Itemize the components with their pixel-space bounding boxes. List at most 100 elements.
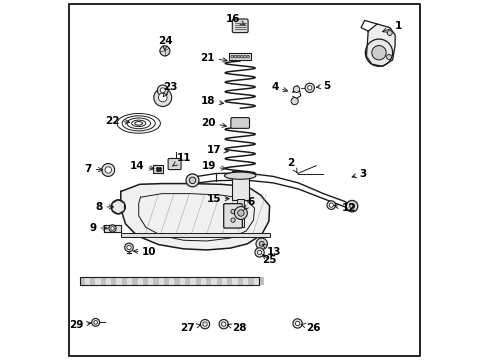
Text: 14: 14 (130, 161, 154, 171)
Bar (195, 277, 201, 285)
Bar (232, 277, 238, 285)
Circle shape (111, 200, 125, 214)
Circle shape (160, 88, 165, 93)
Circle shape (328, 203, 333, 207)
FancyBboxPatch shape (168, 158, 181, 170)
Bar (95, 277, 101, 285)
FancyBboxPatch shape (228, 53, 251, 60)
Bar (180, 277, 185, 285)
Circle shape (243, 55, 246, 58)
Bar (111, 277, 117, 285)
Text: 11: 11 (172, 153, 190, 166)
Circle shape (234, 207, 247, 220)
Bar (158, 277, 164, 285)
Bar (222, 277, 227, 285)
Circle shape (158, 93, 167, 102)
Text: 12: 12 (334, 203, 355, 213)
Bar (236, 199, 244, 226)
Text: 21: 21 (200, 53, 226, 63)
Circle shape (293, 86, 299, 93)
Circle shape (153, 89, 171, 107)
Bar (153, 277, 159, 285)
Bar (132, 277, 138, 285)
Text: 23: 23 (163, 82, 177, 97)
Text: 4: 4 (271, 82, 287, 92)
Text: 16: 16 (225, 14, 244, 25)
Text: 20: 20 (201, 118, 226, 128)
Text: 3: 3 (351, 168, 366, 179)
Circle shape (219, 319, 228, 329)
Text: 18: 18 (201, 96, 223, 106)
Text: 7: 7 (84, 164, 102, 174)
Text: 17: 17 (206, 144, 228, 154)
Text: 8: 8 (95, 202, 113, 212)
Polygon shape (366, 24, 394, 66)
Circle shape (246, 55, 249, 58)
Circle shape (292, 319, 302, 328)
Circle shape (349, 204, 354, 209)
Text: 13: 13 (262, 244, 281, 257)
Bar (116, 277, 122, 285)
Circle shape (326, 201, 335, 210)
Text: 22: 22 (105, 116, 129, 126)
FancyBboxPatch shape (153, 165, 163, 173)
Circle shape (259, 241, 264, 246)
Bar (248, 277, 253, 285)
Circle shape (157, 85, 168, 96)
Circle shape (305, 83, 314, 93)
Bar (127, 277, 132, 285)
Text: 29: 29 (69, 320, 91, 330)
Bar (253, 277, 259, 285)
Text: 19: 19 (201, 161, 225, 171)
Text: 6: 6 (243, 197, 254, 210)
Text: 9: 9 (89, 223, 107, 233)
Bar (184, 277, 190, 285)
FancyBboxPatch shape (230, 118, 249, 129)
Circle shape (185, 174, 199, 187)
Circle shape (92, 319, 100, 326)
Bar (148, 277, 153, 285)
Circle shape (295, 321, 299, 325)
Bar (205, 277, 211, 285)
Bar (169, 277, 174, 285)
Bar (90, 277, 95, 285)
Bar (211, 277, 216, 285)
Text: 24: 24 (158, 36, 172, 50)
Ellipse shape (224, 172, 255, 179)
FancyBboxPatch shape (232, 19, 247, 33)
Circle shape (94, 320, 97, 324)
Circle shape (371, 45, 386, 60)
Circle shape (200, 319, 209, 329)
Bar (80, 277, 85, 285)
Text: 15: 15 (206, 194, 229, 204)
Circle shape (386, 54, 391, 59)
Circle shape (110, 226, 114, 230)
Bar (101, 277, 106, 285)
Bar (174, 277, 180, 285)
Circle shape (346, 201, 357, 212)
Bar (216, 277, 222, 285)
Bar (201, 277, 206, 285)
Bar (163, 277, 169, 285)
Circle shape (189, 177, 195, 184)
Circle shape (290, 98, 298, 105)
Circle shape (240, 55, 243, 58)
Circle shape (234, 55, 236, 58)
Circle shape (230, 210, 235, 214)
Text: 26: 26 (301, 323, 320, 333)
Text: 2: 2 (287, 158, 296, 173)
Circle shape (126, 245, 131, 249)
Circle shape (237, 55, 240, 58)
Circle shape (160, 46, 169, 56)
Text: 25: 25 (261, 255, 276, 265)
Polygon shape (121, 184, 269, 250)
Text: 27: 27 (180, 323, 200, 333)
Circle shape (386, 31, 391, 36)
Circle shape (105, 167, 111, 173)
Circle shape (254, 248, 264, 257)
Text: 1: 1 (382, 21, 402, 32)
Circle shape (365, 39, 392, 66)
Bar (237, 277, 243, 285)
Text: 10: 10 (133, 247, 157, 257)
Bar (227, 277, 232, 285)
